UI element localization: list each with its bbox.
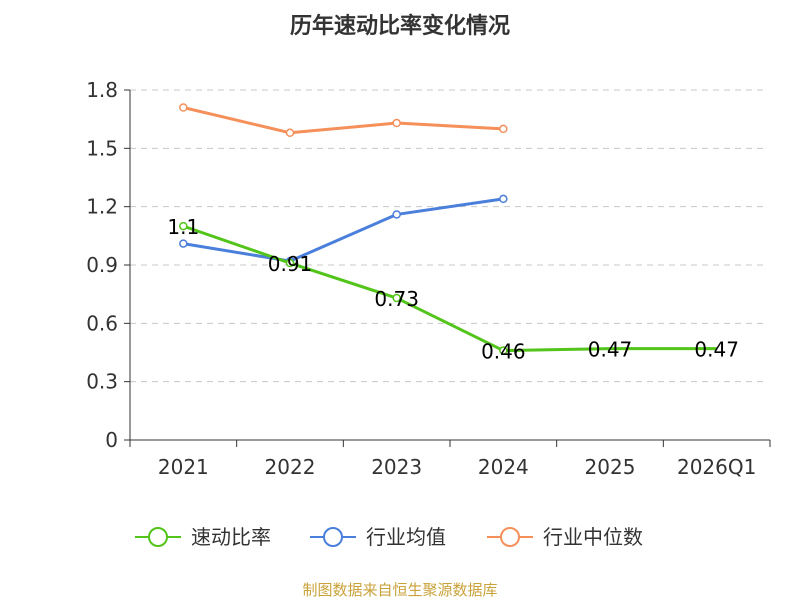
data-point[interactable]	[392, 210, 401, 219]
legend-label: 速动比率	[191, 525, 271, 549]
data-label: 1.1	[167, 215, 199, 239]
x-tick-label: 2024	[478, 455, 529, 479]
data-point[interactable]	[285, 258, 295, 268]
data-point[interactable]	[499, 194, 508, 204]
data-point[interactable]	[179, 103, 188, 112]
legend-item-1[interactable]: 行业均值	[310, 525, 446, 549]
data-point[interactable]	[392, 118, 401, 128]
y-tick-label: 0.6	[86, 311, 118, 335]
source-note: 制图数据来自恒生聚源数据库	[302, 581, 497, 599]
legend-marker-icon	[500, 527, 520, 547]
x-tick-label: 2025	[585, 455, 636, 479]
legend-label: 行业中位数	[543, 525, 643, 549]
x-tick-label: 2026Q1	[677, 455, 756, 479]
x-tick-label: 2021	[158, 455, 209, 479]
y-tick-label: 1.5	[86, 136, 118, 160]
series-line-1	[183, 197, 504, 263]
chart-title: 历年速动比率变化情况	[290, 13, 510, 39]
data-label: 0.47	[588, 338, 633, 362]
data-point[interactable]	[392, 293, 401, 303]
grid	[130, 89, 765, 383]
y-tick-label: 0.9	[86, 253, 118, 277]
data-point[interactable]	[179, 239, 188, 248]
legend-label: 行业均值	[366, 525, 446, 549]
data-label: 0.47	[694, 338, 739, 362]
data-label: 0.91	[268, 252, 313, 276]
legend-marker-icon	[148, 527, 168, 547]
legend-item-2[interactable]: 行业中位数	[487, 525, 643, 549]
axes: 0 0.3 0.6 0.9 1.2 1.5 1.8 2021 2022 2023 2024 2025 2…	[86, 78, 771, 479]
legend-marker-icon	[323, 527, 343, 547]
x-tick-label: 2023	[371, 455, 422, 479]
data-label: 0.46	[481, 340, 526, 364]
series-line-0	[182, 224, 717, 353]
data-point[interactable]	[179, 221, 188, 231]
y-tick-label: 0	[105, 428, 118, 452]
data-label: 0.73	[374, 287, 419, 311]
y-tick-label: 1.2	[86, 195, 118, 219]
data-point[interactable]	[499, 346, 508, 355]
legend-item-0[interactable]: 速动比率	[135, 525, 271, 549]
series-line-2	[182, 106, 504, 135]
data-point[interactable]	[499, 124, 508, 134]
x-tick-label: 2022	[265, 455, 316, 479]
y-tick-label: 0.3	[86, 370, 118, 394]
y-tick-label: 1.8	[86, 78, 118, 102]
series-layer: 1.1 0.91 0.73 0.46 0.47 0.47	[167, 103, 739, 364]
data-point[interactable]	[285, 128, 295, 138]
legend[interactable]: 速动比率 行业均值 行业中位数	[135, 525, 643, 549]
